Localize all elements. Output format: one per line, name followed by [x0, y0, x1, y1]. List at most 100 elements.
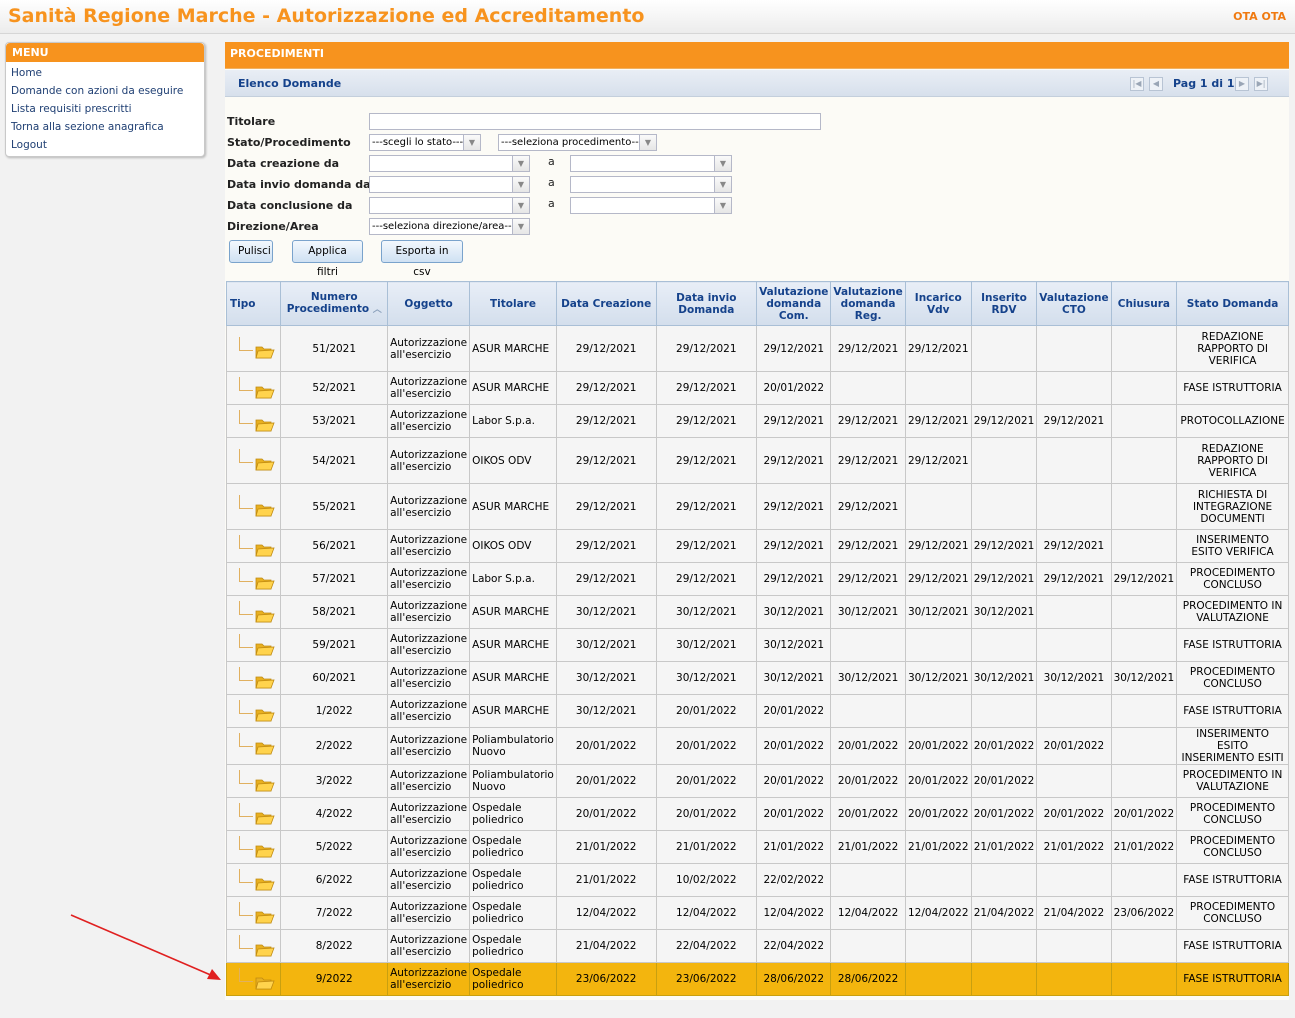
procedimento-select[interactable]: ---seleziona procedimento--- ▼ — [498, 134, 657, 151]
table-row[interactable]: 59/2021 Autorizzazione all'esercizio ASUR … — [225, 628, 1289, 662]
data-creazione-da-field[interactable]: ▼ — [369, 155, 530, 172]
cell-numero: 54/2021 — [280, 437, 389, 484]
chevron-down-icon[interactable]: ▼ — [714, 198, 731, 213]
cell-invio: 22/04/2022 — [655, 929, 758, 963]
table-row[interactable]: 54/2021 Autorizzazione all'esercizio OIKOS… — [225, 437, 1289, 484]
folder-open-icon[interactable] — [255, 641, 275, 657]
table-row[interactable]: 3/2022 Autorizzazione all'esercizio Poliam… — [225, 764, 1289, 798]
folder-open-icon[interactable] — [255, 876, 275, 892]
folder-open-icon[interactable] — [255, 942, 275, 958]
table-row[interactable]: 57/2021 Autorizzazione all'esercizio Labor… — [225, 562, 1289, 596]
first-page-icon[interactable]: |◀ — [1130, 77, 1144, 91]
table-row[interactable]: 9/2022 Autorizzazione all'esercizio Ospeda… — [225, 962, 1289, 996]
column-header-inserito-rdv[interactable]: Inserito RDV — [970, 281, 1038, 326]
table-row[interactable]: 55/2021 Autorizzazione all'esercizio ASUR … — [225, 483, 1289, 530]
next-page-icon[interactable]: ▶ — [1235, 77, 1249, 91]
pulisci-button[interactable]: Pulisci — [229, 240, 273, 263]
main-panel: PROCEDIMENTI Elenco Domande |◀ ◀ Pag 1 d… — [225, 42, 1289, 1000]
column-header-valutazione-cto[interactable]: Valutazione CTO — [1036, 281, 1112, 326]
menu-item-lista-requisiti[interactable]: Lista requisiti prescritti — [11, 103, 132, 115]
column-header-tipo[interactable]: Tipo — [225, 281, 282, 326]
last-page-icon[interactable]: ▶| — [1254, 77, 1268, 91]
chevron-down-icon[interactable]: ▼ — [512, 198, 529, 213]
folder-open-icon[interactable] — [255, 344, 275, 360]
tree-connector-icon — [239, 449, 253, 463]
tipo-cell — [225, 727, 282, 765]
table-row[interactable]: 5/2022 Autorizzazione all'esercizio Ospeda… — [225, 830, 1289, 864]
folder-open-icon[interactable] — [255, 417, 275, 433]
folder-open-icon[interactable] — [255, 843, 275, 859]
folder-open-icon[interactable] — [255, 674, 275, 690]
tree-connector-icon — [239, 733, 253, 747]
folder-open-icon[interactable] — [255, 608, 275, 624]
cell-creazione: 23/06/2022 — [555, 962, 657, 996]
column-header-data-creazione[interactable]: Data Creazione — [555, 281, 657, 326]
folder-open-icon[interactable] — [255, 384, 275, 400]
chevron-down-icon[interactable]: ▼ — [463, 135, 480, 150]
cell-stato: INSERIMENTO ESITO VERIFICA — [1176, 529, 1289, 563]
chevron-down-icon[interactable]: ▼ — [512, 156, 529, 171]
folder-open-icon[interactable] — [255, 777, 275, 793]
chevron-down-icon[interactable]: ▼ — [714, 177, 731, 192]
cell-cto — [1036, 694, 1112, 728]
table-row[interactable]: 8/2022 Autorizzazione all'esercizio Ospeda… — [225, 929, 1289, 963]
applica-filtri-button[interactable]: Applica filtri — [292, 240, 363, 278]
direzione-select[interactable]: ---seleziona direzione/area--- ▼ — [369, 218, 530, 235]
column-header-data-invio[interactable]: Data invio Domanda — [655, 281, 758, 326]
folder-open-icon[interactable] — [255, 502, 275, 518]
folder-open-icon[interactable] — [255, 810, 275, 826]
titolare-input[interactable] — [369, 113, 821, 130]
folder-open-icon[interactable] — [255, 909, 275, 925]
folder-open-icon[interactable] — [255, 707, 275, 723]
data-invio-a-field[interactable]: ▼ — [570, 176, 732, 193]
folder-open-icon[interactable] — [255, 975, 275, 991]
table-row[interactable]: 2/2022 Autorizzazione all'esercizio Poliam… — [225, 727, 1289, 765]
column-header-chiusura[interactable]: Chiusura — [1110, 281, 1178, 326]
menu-item-torna-anagrafica[interactable]: Torna alla sezione anagrafica — [11, 121, 164, 133]
menu-item-home[interactable]: Home — [11, 67, 43, 79]
cell-invio: 10/02/2022 — [655, 863, 758, 897]
prev-page-icon[interactable]: ◀ — [1149, 77, 1163, 91]
table-row[interactable]: 7/2022 Autorizzazione all'esercizio Ospeda… — [225, 896, 1289, 930]
cell-oggetto: Autorizzazione all'esercizio — [387, 896, 471, 930]
tipo-cell — [225, 325, 282, 372]
stato-select[interactable]: ---scegli lo stato--- ▼ — [369, 134, 481, 151]
chevron-down-icon[interactable]: ▼ — [512, 177, 529, 192]
data-conclusione-a-field[interactable]: ▼ — [570, 197, 732, 214]
table-row[interactable]: 4/2022 Autorizzazione all'esercizio Ospeda… — [225, 797, 1289, 831]
table-row[interactable]: 56/2021 Autorizzazione all'esercizio OIKOS… — [225, 529, 1289, 563]
folder-open-icon[interactable] — [255, 542, 275, 558]
data-invio-da-field[interactable]: ▼ — [369, 176, 530, 193]
table-row[interactable]: 60/2021 Autorizzazione all'esercizio ASUR … — [225, 661, 1289, 695]
folder-open-icon[interactable] — [255, 575, 275, 591]
column-header-oggetto[interactable]: Oggetto — [387, 281, 471, 326]
column-header-incarico-vdv[interactable]: Incarico Vdv — [904, 281, 972, 326]
data-creazione-a-field[interactable]: ▼ — [570, 155, 732, 172]
esporta-csv-button[interactable]: Esporta in csv — [381, 240, 463, 278]
table-row[interactable]: 58/2021 Autorizzazione all'esercizio ASUR … — [225, 595, 1289, 629]
column-header-valutazione-com[interactable]: Valutazione domanda Com. — [756, 281, 832, 326]
column-header-titolare[interactable]: Titolare — [469, 281, 557, 326]
column-header-numero[interactable]: Numero Procedimento ︿ — [280, 281, 389, 326]
cell-oggetto: Autorizzazione all'esercizio — [387, 595, 471, 629]
data-conclusione-da-field[interactable]: ▼ — [369, 197, 530, 214]
table-row[interactable]: 51/2021 Autorizzazione all'esercizio ASUR … — [225, 325, 1289, 372]
table-row[interactable]: 53/2021 Autorizzazione all'esercizio Labor… — [225, 404, 1289, 438]
table-row[interactable]: 1/2022 Autorizzazione all'esercizio ASUR M… — [225, 694, 1289, 728]
menu-item-logout[interactable]: Logout — [11, 139, 47, 151]
cell-creazione: 29/12/2021 — [555, 562, 657, 596]
column-header-stato-domanda[interactable]: Stato Domanda — [1176, 281, 1289, 326]
tree-connector-icon — [239, 667, 253, 681]
cell-numero: 5/2022 — [280, 830, 389, 864]
chevron-down-icon[interactable]: ▼ — [512, 219, 529, 234]
table-row[interactable]: 6/2022 Autorizzazione all'esercizio Ospeda… — [225, 863, 1289, 897]
chevron-down-icon[interactable]: ▼ — [639, 135, 656, 150]
folder-open-icon[interactable] — [255, 456, 275, 472]
chevron-down-icon[interactable]: ▼ — [714, 156, 731, 171]
cell-vdv — [904, 371, 972, 405]
column-header-valutazione-reg[interactable]: Valutazione domanda Reg. — [830, 281, 906, 326]
cell-val-com: 20/01/2022 — [756, 797, 832, 831]
folder-open-icon[interactable] — [255, 740, 275, 756]
table-row[interactable]: 52/2021 Autorizzazione all'esercizio ASUR … — [225, 371, 1289, 405]
menu-item-domande-azioni[interactable]: Domande con azioni da eseguire — [11, 85, 184, 97]
